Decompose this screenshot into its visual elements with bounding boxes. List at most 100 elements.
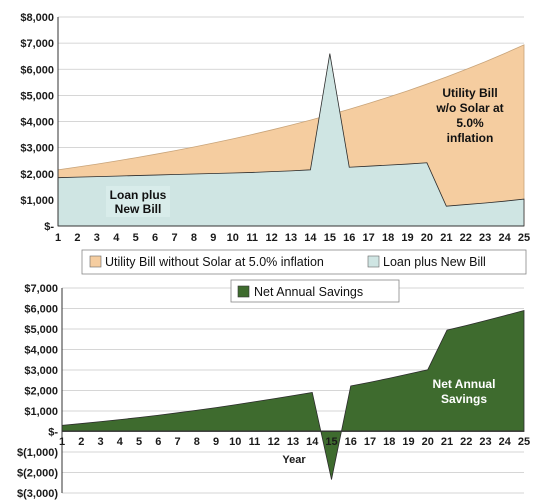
y-tick-label: $7,000 <box>20 38 54 50</box>
x-tick-labels: 1 2 3 4 5 6 7 8 9 10 11 12 13 14 15 16 17 18 19 20 21 22 23 24 2… <box>55 232 530 244</box>
x-tick-label: 19 <box>401 232 413 244</box>
x-tick-label: 20 <box>422 436 434 448</box>
y-tick-label: $1,000 <box>20 195 54 207</box>
x-tick-labels: 1 2 3 4 5 6 7 8 9 10 11 12 13 14 15 16 17 18 19 20 21 22 23 24 2… <box>59 436 530 448</box>
area-series <box>61 309 525 480</box>
y-tick-label: $2,000 <box>24 386 58 398</box>
loan-label: Loan plus New Bill <box>110 188 167 216</box>
x-tick-label: 25 <box>518 232 530 244</box>
x-tick-label: 16 <box>345 436 357 448</box>
y-tick-label: $6,000 <box>24 304 58 316</box>
loan-label-box <box>106 186 170 217</box>
legend: Net Annual Savings <box>230 279 400 303</box>
x-tick-label: 12 <box>265 232 277 244</box>
x-tick-label: 7 <box>174 436 180 448</box>
y-tick-label: $2,000 <box>20 169 54 181</box>
y-tick-label: $- <box>48 427 58 439</box>
x-tick-label: 8 <box>191 232 197 244</box>
y-tick-label: $(2,000) <box>17 468 58 480</box>
x-tick-label: 15 <box>325 436 337 448</box>
x-tick-label: 5 <box>133 232 139 244</box>
x-tick-label: 2 <box>78 436 84 448</box>
legend-label-net-savings: Net Annual Savings <box>254 285 363 299</box>
x-axis-label: Year <box>282 454 306 466</box>
y-tick-label: $5,000 <box>24 324 58 336</box>
y-tick-label: $4,000 <box>20 117 54 129</box>
utility-bill-chart: $- $1,000 $2,000 $3,000 $4,000 $5,000 $6,000 $7… <box>20 12 530 275</box>
annotations: Net Annual Savings Year <box>282 377 495 466</box>
x-tick-label: 1 <box>59 436 65 448</box>
x-tick-label: 21 <box>440 232 452 244</box>
axes <box>61 288 524 493</box>
x-tick-label: 22 <box>460 436 472 448</box>
x-tick-label: 18 <box>383 436 395 448</box>
net-annual-savings-area <box>61 309 525 480</box>
x-tick-label: 11 <box>246 232 258 244</box>
x-tick-label: 19 <box>402 436 414 448</box>
x-tick-label: 9 <box>210 232 216 244</box>
x-tick-label: 13 <box>285 232 297 244</box>
x-tick-label: 9 <box>213 436 219 448</box>
y-tick-label: $8,000 <box>20 12 54 24</box>
x-tick-label: 10 <box>227 232 239 244</box>
x-tick-label: 11 <box>249 436 261 448</box>
x-tick-label: 23 <box>479 436 491 448</box>
y-tick-label: $1,000 <box>24 406 58 418</box>
x-tick-label: 21 <box>441 436 453 448</box>
y-tick-labels: $- $1,000 $2,000 $3,000 $4,000 $5,000 $6,000 $7… <box>20 12 54 233</box>
y-tick-label: $7,000 <box>24 283 58 295</box>
x-tick-label: 6 <box>152 232 158 244</box>
x-tick-label: 6 <box>155 436 161 448</box>
x-tick-label: 3 <box>94 232 100 244</box>
x-tick-label: 17 <box>363 232 375 244</box>
legend-swatch-utility-bill <box>89 255 102 268</box>
x-tick-label: 3 <box>97 436 103 448</box>
loan-label-group: Loan plus New Bill <box>106 186 170 217</box>
legend-swatch-loan <box>367 255 380 268</box>
x-tick-label: 5 <box>136 436 142 448</box>
x-tick-label: 24 <box>499 436 512 448</box>
y-tick-label: $3,000 <box>24 365 58 377</box>
y-tick-label: $4,000 <box>24 345 58 357</box>
x-tick-label: 20 <box>421 232 433 244</box>
x-tick-label: 18 <box>382 232 394 244</box>
legend: Utility Bill without Solar at 5.0% infla… <box>81 249 527 275</box>
x-tick-label: 8 <box>194 436 200 448</box>
x-tick-label: 23 <box>479 232 491 244</box>
legend-label-loan: Loan plus New Bill <box>383 255 486 269</box>
x-tick-label: 16 <box>343 232 355 244</box>
x-tick-label: 17 <box>364 436 376 448</box>
legend-box <box>230 279 400 303</box>
y-tick-labels: $(3,000) $(2,000) $(1,000) $- $1,000 $2,000 $3… <box>17 283 58 500</box>
y-tick-label: $(1,000) <box>17 447 58 459</box>
x-tick-label: 7 <box>171 232 177 244</box>
utility-bill-label: Utility Bill w/o Solar at 5.0% inflation <box>435 86 503 145</box>
net-savings-label: Net Annual Savings <box>433 377 496 406</box>
axes <box>57 17 524 227</box>
legend-box <box>81 249 527 275</box>
x-tick-label: 4 <box>113 232 120 244</box>
y-tick-label: $(3,000) <box>17 488 58 500</box>
x-tick-label: 4 <box>117 436 124 448</box>
x-tick-label: 14 <box>306 436 319 448</box>
legend-label-utility-bill: Utility Bill without Solar at 5.0% infla… <box>105 255 324 269</box>
y-tick-label: $6,000 <box>20 64 54 76</box>
x-tick-label: 14 <box>304 232 317 244</box>
y-tick-label: $3,000 <box>20 143 54 155</box>
x-tick-label: 10 <box>229 436 241 448</box>
x-tick-label: 12 <box>268 436 280 448</box>
x-tick-label: 2 <box>74 232 80 244</box>
y-tick-label: $5,000 <box>20 90 54 102</box>
area-series <box>57 44 525 227</box>
x-tick-label: 24 <box>498 232 511 244</box>
net-savings-chart: $(3,000) $(2,000) $(1,000) $- $1,000 $2,000 $3… <box>17 279 530 500</box>
annotations: Utility Bill w/o Solar at 5.0% inflation Loa… <box>106 86 504 217</box>
x-tick-label: 22 <box>460 232 472 244</box>
x-tick-label: 13 <box>287 436 299 448</box>
x-tick-label: 1 <box>55 232 61 244</box>
loan-plus-new-bill-area <box>57 53 525 227</box>
x-tick-label: 15 <box>324 232 336 244</box>
y-tick-label: $- <box>44 221 54 233</box>
x-tick-label: 25 <box>518 436 530 448</box>
legend-swatch-net-savings <box>237 285 250 298</box>
